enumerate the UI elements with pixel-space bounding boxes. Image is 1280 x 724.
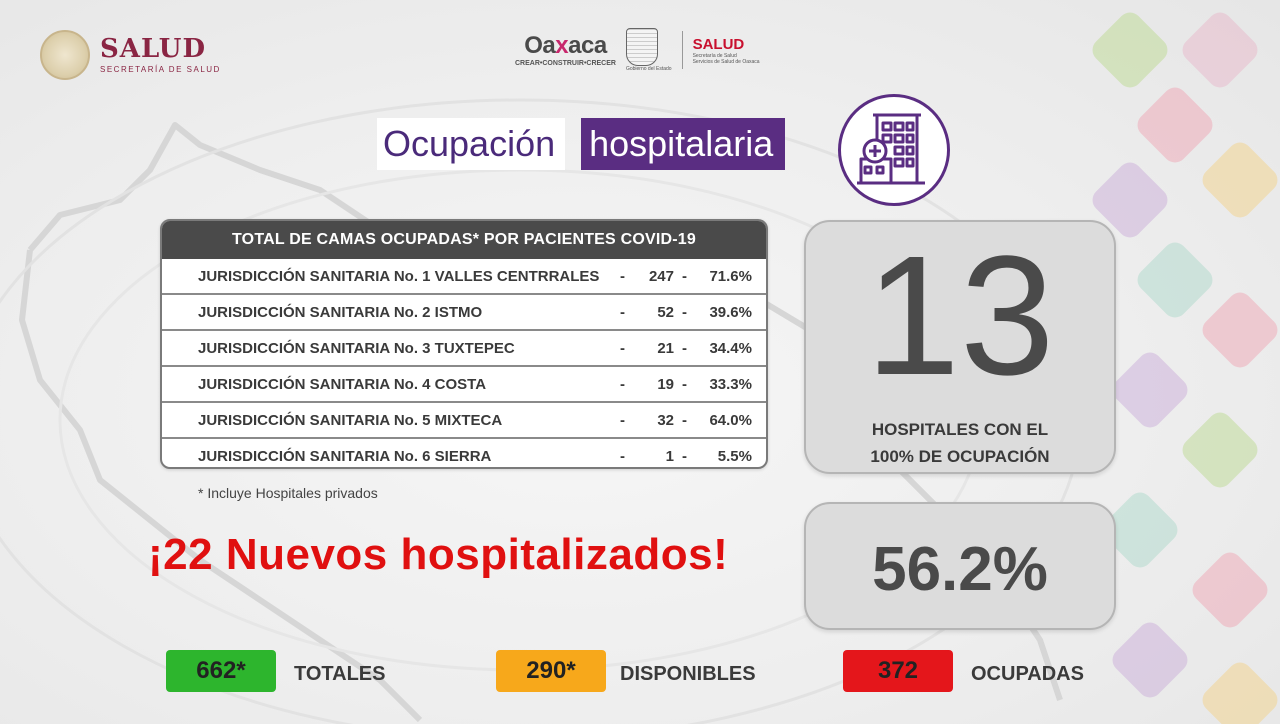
row-count: 21 bbox=[657, 339, 674, 357]
row-name: JURISDICCIÓN SANITARIA No. 6 SIERRA bbox=[198, 447, 492, 465]
row-name: JURISDICCIÓN SANITARIA No. 1 VALLES CENT… bbox=[198, 267, 600, 285]
table-header: TOTAL DE CAMAS OCUPADAS* POR PACIENTES C… bbox=[162, 221, 766, 259]
available-beds-label: DISPONIBLES bbox=[620, 663, 756, 685]
row-dash: - bbox=[682, 375, 687, 393]
hospital-building-icon bbox=[838, 94, 950, 206]
occupancy-percent: 56.2% bbox=[872, 535, 1048, 604]
row-name: JURISDICCIÓN SANITARIA No. 2 ISTMO bbox=[198, 303, 483, 321]
hospitals-full-label: HOSPITALES CON EL 100% DE OCUPACIÓN bbox=[870, 420, 1050, 466]
row-dash: - bbox=[620, 339, 625, 357]
row-count: 19 bbox=[657, 375, 674, 393]
oaxaca-name: Oaxaca bbox=[524, 31, 607, 59]
oaxaca-logo: Oaxaca CREAR•CONSTRUIR•CRECER Gobierno d… bbox=[515, 28, 760, 72]
oaxaca-tagline: CREAR•CONSTRUIR•CRECER bbox=[515, 59, 616, 67]
oaxaca-salud-title: SALUD bbox=[692, 35, 745, 53]
salud-subtitle: SECRETARÍA DE SALUD bbox=[100, 65, 221, 74]
salud-title: SALUD bbox=[100, 34, 207, 64]
occupancy-card: 56.2% bbox=[804, 502, 1116, 630]
new-hospitalized-headline: ¡22 Nuevos hospitalizados! bbox=[148, 530, 729, 579]
row-dash: - bbox=[682, 267, 687, 285]
row-percent: 39.6% bbox=[709, 303, 752, 321]
total-beds-label: TOTALES bbox=[294, 663, 386, 685]
page-title: Ocupación hospitalaria bbox=[377, 118, 786, 170]
table-row: JURISDICCIÓN SANITARIA No. 6 SIERRA - 1 … bbox=[162, 439, 766, 467]
emblem-icon bbox=[40, 30, 90, 80]
row-dash: - bbox=[620, 375, 625, 393]
row-dash: - bbox=[682, 339, 687, 357]
salud-logo: SALUD SECRETARÍA DE SALUD bbox=[40, 30, 221, 80]
title-part2: hospitalaria bbox=[581, 118, 786, 170]
row-dash: - bbox=[620, 411, 625, 429]
hospitals-full-card: 13 HOSPITALES CON EL 100% DE OCUPACIÓN bbox=[804, 220, 1116, 474]
row-dash: - bbox=[620, 447, 625, 465]
title-part1: Ocupación bbox=[377, 118, 566, 170]
total-beds-value: 662* bbox=[166, 650, 276, 692]
row-name: JURISDICCIÓN SANITARIA No. 4 COSTA bbox=[198, 375, 487, 393]
hospitals-full-value: 13 bbox=[865, 221, 1055, 411]
available-beds-value: 290* bbox=[496, 650, 606, 692]
row-dash: - bbox=[682, 303, 687, 321]
row-count: 32 bbox=[657, 411, 674, 429]
table-row: JURISDICCIÓN SANITARIA No. 4 COSTA - 19 … bbox=[162, 367, 766, 403]
row-percent: 64.0% bbox=[709, 411, 752, 429]
occupied-beds-value: 372 bbox=[843, 650, 953, 692]
row-count: 247 bbox=[648, 267, 674, 285]
logo-divider bbox=[681, 31, 683, 69]
row-count: 1 bbox=[665, 447, 674, 465]
row-percent: 34.4% bbox=[709, 339, 752, 357]
table-row: JURISDICCIÓN SANITARIA No. 5 MIXTECA - 3… bbox=[162, 403, 766, 439]
row-percent: 71.6% bbox=[709, 267, 752, 285]
gobierno-label: Gobierno del Estado bbox=[625, 66, 672, 72]
row-percent: 5.5% bbox=[717, 447, 752, 465]
table-row: JURISDICCIÓN SANITARIA No. 2 ISTMO - 52 … bbox=[162, 295, 766, 331]
row-percent: 33.3% bbox=[709, 375, 752, 393]
row-name: JURISDICCIÓN SANITARIA No. 3 TUXTEPEC bbox=[198, 339, 515, 357]
row-dash: - bbox=[682, 411, 687, 429]
table-row: JURISDICCIÓN SANITARIA No. 1 VALLES CENT… bbox=[162, 259, 766, 295]
decorative-pattern bbox=[1092, 12, 1278, 724]
row-dash: - bbox=[682, 447, 687, 465]
oaxaca-salud-sub2: Servicios de Salud de Oaxaca bbox=[692, 58, 760, 65]
occupied-beds-label: OCUPADAS bbox=[971, 663, 1084, 685]
covid-beds-table: TOTAL DE CAMAS OCUPADAS* POR PACIENTES C… bbox=[160, 219, 768, 469]
row-dash: - bbox=[620, 267, 625, 285]
row-count: 52 bbox=[657, 303, 674, 321]
row-name: JURISDICCIÓN SANITARIA No. 5 MIXTECA bbox=[198, 411, 503, 429]
row-dash: - bbox=[620, 303, 625, 321]
table-row: JURISDICCIÓN SANITARIA No. 3 TUXTEPEC - … bbox=[162, 331, 766, 367]
table-footnote: * Incluye Hospitales privados bbox=[198, 485, 378, 501]
oaxaca-shield-icon bbox=[625, 28, 658, 66]
oaxaca-salud-sub1: Secretaría de Salud bbox=[692, 52, 737, 59]
